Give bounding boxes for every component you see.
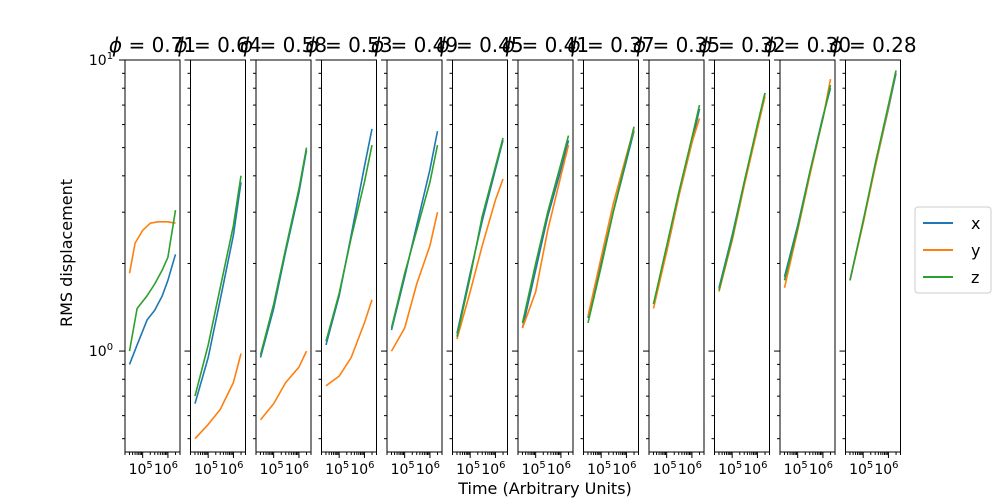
series-line-z [718,92,766,291]
x-axis-label: Time (Arbitrary Units) [457,479,632,498]
x-tick-label: 105 [653,460,677,478]
panel-5: 105 106 ϕ = 0.49 [371,33,458,478]
x-tick-label: 106 [612,460,636,478]
x-tick-label: 105 [325,460,349,478]
panel-2: 105 106 ϕ = 0.64 [174,33,261,478]
panel-frame [190,59,246,453]
panel-title: ϕ = 0.64 [174,33,261,57]
panel-frame [845,59,901,453]
panel-3: 105 106 ϕ = 0.58 [240,33,327,478]
x-tick-label: 105 [391,460,415,478]
series-line-y [652,118,701,309]
series-line-y [128,221,176,274]
x-tick-label: 105 [522,460,546,478]
series-line-z [652,104,701,305]
panel-frame [386,59,443,453]
x-tick-label: 106 [743,460,767,478]
x-tick-label: 105 [129,460,153,478]
panel-11: 105 106 ϕ = 0.30 [764,33,851,478]
panel-frame [779,59,836,453]
panel-title: ϕ = 0.30 [764,33,851,57]
series-line-z [456,137,504,337]
x-tick-label: 106 [481,460,505,478]
x-tick-label: 106 [219,460,243,478]
panel-title: ϕ = 0.35 [633,33,720,57]
panel-frame [124,59,181,453]
y-tick-label: 101 [89,51,113,69]
panel-frame [452,59,508,453]
series-line-y [194,353,242,440]
x-tick-label: 106 [416,460,440,478]
legend-label-y: y [971,241,980,260]
legend-label-z: z [971,268,979,287]
x-tick-label: 106 [285,460,309,478]
legend: xyz [914,206,992,294]
series-line-z [259,147,308,356]
panel-6: 105 106 ϕ = 0.45 [436,33,523,478]
series-line-x [325,128,373,346]
x-tick-label: 105 [260,460,284,478]
x-tick-label: 105 [194,460,218,478]
series-line-z [390,144,439,329]
series-line-y [456,178,504,340]
panel-frame [255,59,312,453]
series-line-z [128,209,177,352]
x-tick-label: 105 [587,460,611,478]
panel-title: ϕ = 0.58 [240,33,327,57]
panel-8: 105 106 ϕ = 0.37 [567,33,654,478]
panel-title: ϕ = 0.71 [109,33,196,57]
x-tick-label: 106 [809,460,833,478]
series-line-y [521,144,570,329]
x-tick-label: 105 [456,460,480,478]
panel-7: 105 106 ϕ = 0.41 [502,33,589,478]
x-tick-label: 105 [849,460,873,478]
panel-frame [714,59,770,453]
x-tick-label: 105 [718,460,742,478]
panel-title: ϕ = 0.49 [371,33,458,57]
series-line-z [194,175,242,397]
panel-10: 105 106 ϕ = 0.32 [698,33,785,478]
panel-9: 105 106 ϕ = 0.35 [633,33,720,478]
x-tick-label: 106 [350,460,374,478]
x-tick-label: 106 [678,460,702,478]
panel-title: ϕ = 0.41 [502,33,589,57]
series-line-z [521,135,570,324]
y-axis-label: RMS displacement [57,179,76,327]
series-line-x [128,254,177,365]
legend-label-x: x [971,214,980,233]
panel-title: ϕ = 0.28 [829,33,916,57]
x-tick-label: 106 [874,460,898,478]
panel-title: ϕ = 0.45 [436,33,523,57]
series-line-x [194,182,242,404]
x-tick-label: 105 [784,460,808,478]
panel-frame [583,59,639,453]
series-line-z [783,84,832,281]
y-tick-label: 100 [89,342,113,360]
panel-12: 105 106 ϕ = 0.28 [829,33,916,478]
series-line-z [587,126,635,324]
x-tick-label: 106 [154,460,178,478]
panel-title: ϕ = 0.32 [698,33,785,57]
series-line-x [521,140,570,329]
panel-4: 105 106 ϕ = 0.53 [305,33,392,478]
panel-frame [517,59,574,453]
series-line-y [325,299,373,387]
x-tick-label: 106 [547,460,571,478]
series-line-y [259,350,308,421]
panel-title: ϕ = 0.37 [567,33,654,57]
panel-frame [648,59,705,453]
panel-frame [321,59,377,453]
series-line-z [325,144,373,342]
series-line-y [390,212,439,352]
panel-title: ϕ = 0.53 [305,33,392,57]
series-line-z [849,70,897,281]
